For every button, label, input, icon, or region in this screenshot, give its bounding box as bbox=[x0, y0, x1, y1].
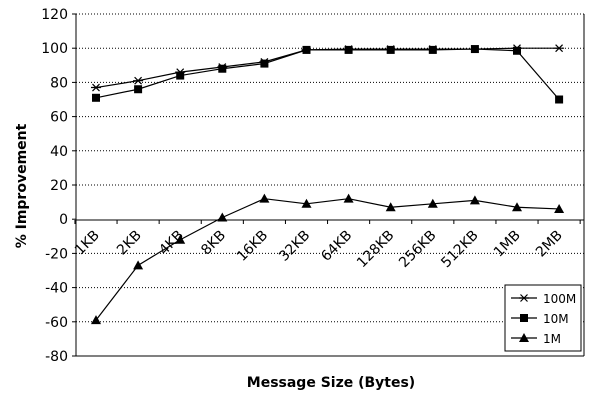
data-point-1m bbox=[512, 202, 522, 212]
data-point-10m bbox=[134, 85, 143, 94]
y-tick-label: 80 bbox=[50, 75, 68, 91]
legend: 100M 10M 1M bbox=[504, 284, 582, 352]
series-line-100m bbox=[95, 47, 560, 89]
data-point-1m bbox=[217, 212, 228, 222]
x-tick-label: 1MB bbox=[491, 228, 524, 261]
x-tick-label: 32KB bbox=[276, 228, 313, 265]
data-point-100m bbox=[133, 76, 144, 85]
axes bbox=[72, 13, 585, 357]
data-point-1m bbox=[427, 198, 438, 208]
legend-label-100m: 100M bbox=[543, 292, 576, 306]
data-point-10m bbox=[513, 46, 521, 55]
x-tick-label: 16KB bbox=[234, 228, 271, 265]
data-point-1m bbox=[301, 198, 312, 208]
data-point-1m bbox=[343, 193, 354, 203]
legend-box bbox=[504, 284, 582, 352]
data-point-1m bbox=[469, 195, 480, 205]
x-tick-label: 512KB bbox=[438, 228, 481, 271]
data-point-1m bbox=[259, 193, 270, 203]
y-tick-label: 100 bbox=[41, 41, 68, 57]
y-tick-label: 40 bbox=[50, 144, 68, 160]
y-axis-title: % Improvement bbox=[14, 123, 30, 248]
data-point-10m bbox=[302, 45, 311, 54]
y-tick-label: 20 bbox=[50, 178, 68, 194]
y-tick-label: 120 bbox=[41, 7, 68, 23]
data-point-10m bbox=[92, 93, 100, 102]
data-point-10m bbox=[344, 45, 353, 54]
x-tick-label: 64KB bbox=[318, 228, 355, 265]
data-point-10m bbox=[260, 59, 269, 68]
series-line-1m bbox=[95, 198, 560, 321]
legend-label-10m: 10M bbox=[543, 312, 569, 326]
data-point-100m bbox=[91, 83, 101, 92]
y-tick-label: -80 bbox=[45, 349, 68, 365]
series-group bbox=[91, 44, 565, 325]
data-point-1m bbox=[175, 234, 186, 244]
y-tick-label: -40 bbox=[45, 281, 68, 297]
legend-label-1m: 1M bbox=[543, 332, 561, 346]
data-point-10m bbox=[428, 45, 437, 54]
x-tick-label: 2MB bbox=[533, 228, 566, 261]
y-tick-label: -60 bbox=[45, 315, 68, 331]
data-point-10m bbox=[176, 71, 185, 80]
y-tick-label: 60 bbox=[50, 110, 68, 126]
data-point-1m bbox=[385, 202, 396, 212]
legend-marker-1m bbox=[519, 333, 529, 342]
grid-lines bbox=[76, 13, 584, 323]
data-point-100m bbox=[554, 44, 565, 53]
x-tick-label: 256KB bbox=[396, 228, 439, 271]
y-tick-label: -20 bbox=[45, 246, 68, 262]
y-tick-label: 0 bbox=[59, 212, 68, 228]
data-point-10m bbox=[555, 95, 564, 104]
series-line-10m bbox=[95, 48, 560, 100]
data-point-10m bbox=[470, 45, 479, 54]
legend-marker-100m bbox=[519, 294, 529, 302]
data-point-1m bbox=[91, 315, 101, 325]
data-point-10m bbox=[218, 64, 227, 73]
data-point-10m bbox=[386, 45, 395, 54]
legend-marker-10m bbox=[520, 314, 528, 322]
x-axis-title: Message Size (Bytes) bbox=[247, 375, 415, 391]
data-point-1m bbox=[554, 203, 565, 213]
y-tick-labels: -80 -60 -40 -20 0 20 40 60 80 100 120 bbox=[41, 7, 68, 365]
x-tick-label: 128KB bbox=[354, 228, 397, 271]
data-point-1m bbox=[133, 260, 144, 270]
